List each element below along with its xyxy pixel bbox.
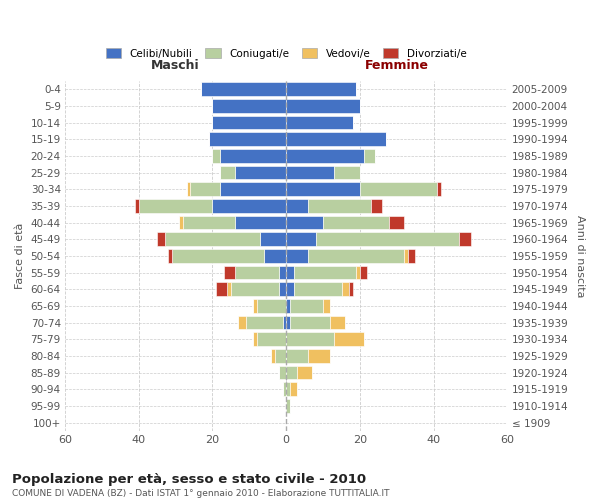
Bar	[331, 316, 345, 330]
Bar	[334, 166, 360, 179]
Bar	[404, 249, 408, 262]
Bar	[212, 99, 286, 113]
Bar	[231, 282, 279, 296]
Bar	[187, 182, 190, 196]
Bar	[286, 316, 290, 330]
Bar	[360, 182, 437, 196]
Bar	[216, 282, 227, 296]
Text: Popolazione per età, sesso e stato civile - 2010: Popolazione per età, sesso e stato civil…	[12, 472, 366, 486]
Bar	[220, 182, 286, 196]
Bar	[212, 116, 286, 130]
Bar	[168, 249, 172, 262]
Bar	[286, 382, 290, 396]
Bar	[286, 149, 364, 163]
Bar	[257, 332, 286, 346]
Bar	[437, 182, 441, 196]
Bar	[235, 266, 279, 280]
Bar	[364, 149, 374, 163]
Bar	[286, 199, 308, 213]
Text: Femmine: Femmine	[365, 59, 429, 72]
Bar	[308, 249, 404, 262]
Bar	[360, 266, 367, 280]
Bar	[323, 299, 331, 312]
Bar	[286, 132, 386, 146]
Bar	[279, 282, 286, 296]
Bar	[139, 199, 212, 213]
Bar	[257, 299, 286, 312]
Bar	[308, 349, 331, 362]
Legend: Celibi/Nubili, Coniugati/e, Vedovi/e, Divorziati/e: Celibi/Nubili, Coniugati/e, Vedovi/e, Di…	[101, 44, 471, 63]
Bar	[220, 166, 235, 179]
Bar	[389, 216, 404, 230]
Bar	[235, 216, 286, 230]
Bar	[349, 282, 353, 296]
Bar	[202, 82, 286, 96]
Bar	[253, 299, 257, 312]
Bar	[290, 382, 297, 396]
Bar	[190, 182, 220, 196]
Bar	[286, 282, 293, 296]
Bar	[275, 349, 286, 362]
Bar	[323, 216, 389, 230]
Bar	[209, 132, 286, 146]
Bar	[286, 216, 323, 230]
Bar	[293, 266, 356, 280]
Bar	[220, 149, 286, 163]
Bar	[286, 182, 360, 196]
Bar	[286, 349, 308, 362]
Bar	[286, 99, 360, 113]
Bar	[212, 149, 220, 163]
Bar	[183, 216, 235, 230]
Bar	[264, 249, 286, 262]
Bar	[371, 199, 382, 213]
Bar	[279, 366, 286, 380]
Text: COMUNE DI VADENA (BZ) - Dati ISTAT 1° gennaio 2010 - Elaborazione TUTTITALIA.IT: COMUNE DI VADENA (BZ) - Dati ISTAT 1° ge…	[12, 489, 389, 498]
Bar	[179, 216, 183, 230]
Bar	[283, 316, 286, 330]
Bar	[286, 249, 308, 262]
Bar	[286, 166, 334, 179]
Bar	[290, 299, 323, 312]
Bar	[253, 332, 257, 346]
Bar	[227, 282, 231, 296]
Bar	[279, 266, 286, 280]
Bar	[286, 116, 353, 130]
Bar	[286, 332, 334, 346]
Text: Maschi: Maschi	[151, 59, 200, 72]
Bar	[293, 282, 341, 296]
Bar	[260, 232, 286, 246]
Bar	[334, 332, 364, 346]
Bar	[286, 299, 290, 312]
Bar	[297, 366, 312, 380]
Bar	[286, 266, 293, 280]
Bar	[172, 249, 264, 262]
Bar	[316, 232, 460, 246]
Bar	[212, 199, 286, 213]
Bar	[286, 366, 297, 380]
Bar	[271, 349, 275, 362]
Bar	[235, 166, 286, 179]
Bar	[408, 249, 415, 262]
Bar	[286, 232, 316, 246]
Bar	[286, 82, 356, 96]
Bar	[238, 316, 245, 330]
Y-axis label: Anni di nascita: Anni di nascita	[575, 214, 585, 297]
Bar	[164, 232, 260, 246]
Bar	[245, 316, 283, 330]
Bar	[157, 232, 164, 246]
Bar	[356, 266, 360, 280]
Bar	[283, 382, 286, 396]
Bar	[224, 266, 235, 280]
Bar	[290, 316, 331, 330]
Y-axis label: Fasce di età: Fasce di età	[15, 222, 25, 289]
Bar	[460, 232, 470, 246]
Bar	[135, 199, 139, 213]
Bar	[286, 399, 290, 412]
Bar	[308, 199, 371, 213]
Bar	[341, 282, 349, 296]
